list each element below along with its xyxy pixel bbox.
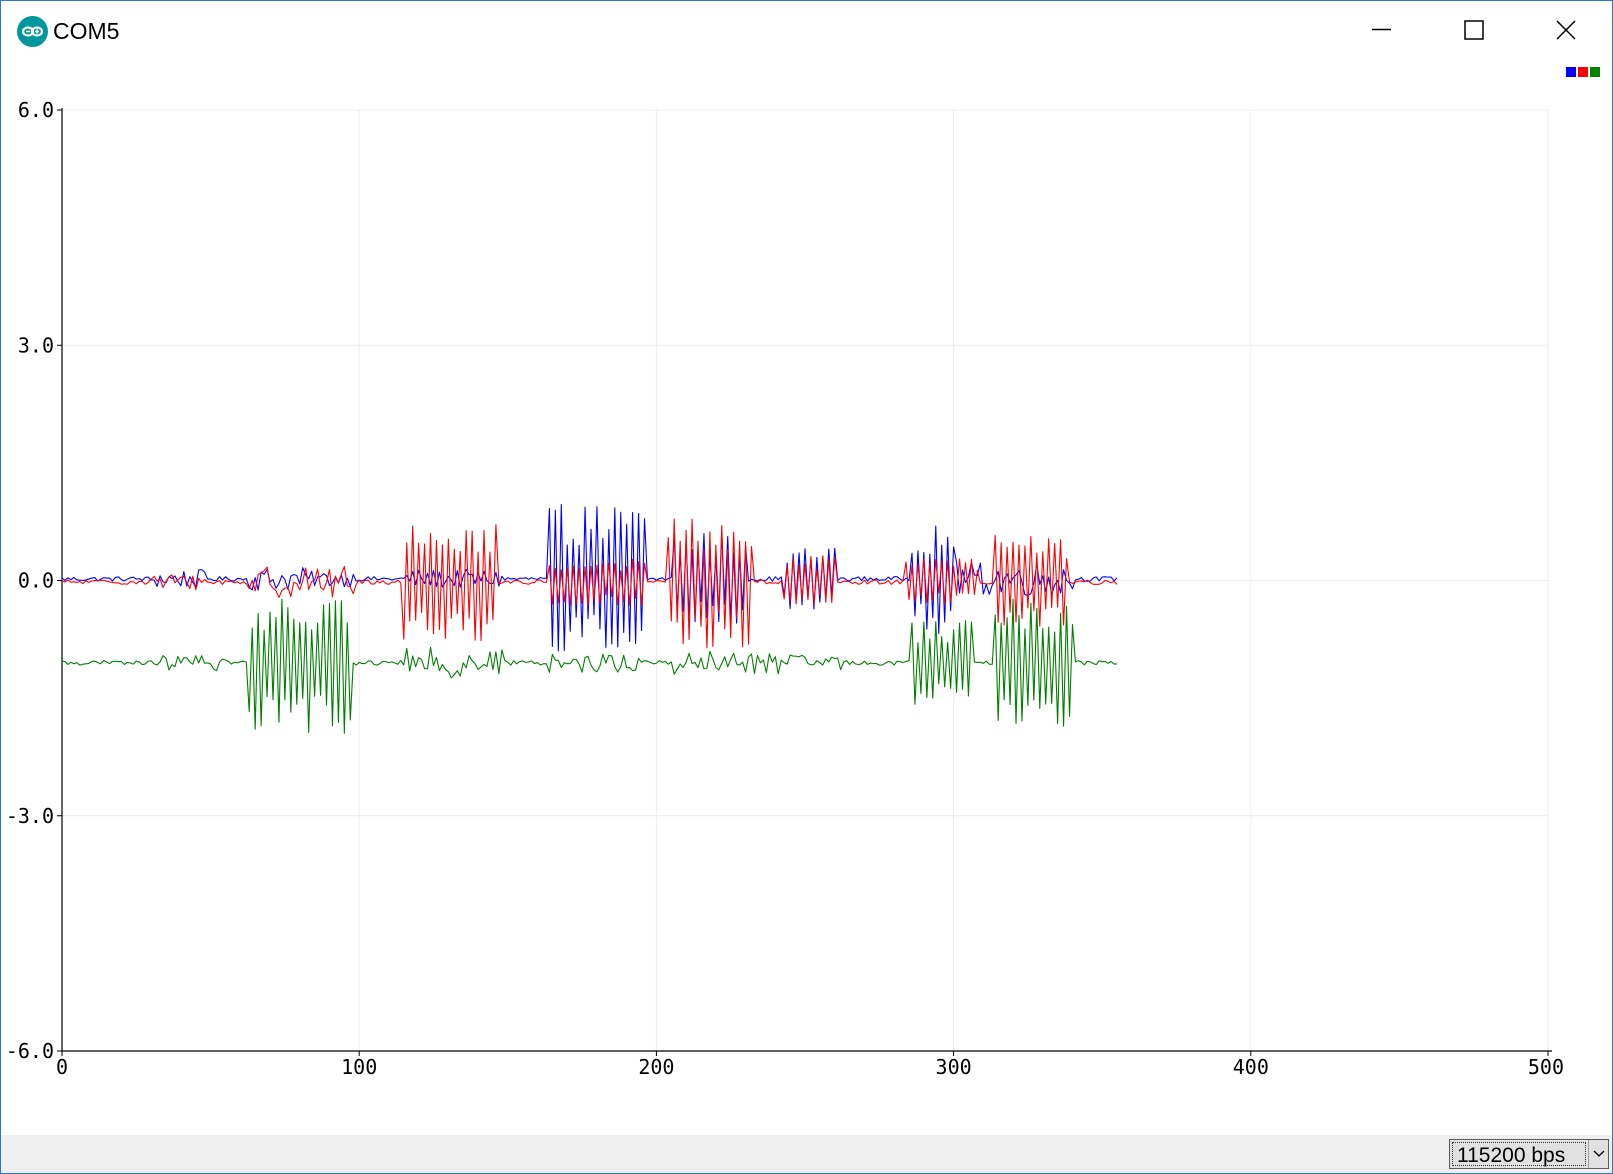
y-tick-label-0: 6.0	[18, 98, 54, 122]
window-title: COM5	[53, 18, 120, 44]
y-tick-label-2: 0.0	[18, 569, 54, 593]
y-axis-ticks: 6.0 3.0 0.0 -3.0 -6.0	[6, 98, 62, 1063]
baud-rate-dropdown-arrow[interactable]	[1588, 1140, 1608, 1168]
close-button[interactable]	[1520, 1, 1612, 59]
x-tick-label-4: 400	[1233, 1055, 1269, 1079]
baud-rate-value: 115200 bps	[1457, 1144, 1566, 1167]
plot-axes	[61, 108, 1552, 1052]
x-tick-label-0: 0	[56, 1055, 68, 1079]
x-tick-label-5: 500	[1528, 1055, 1564, 1079]
x-axis-ticks: 0 100 200 300 400 500	[56, 1051, 1564, 1079]
series-legend	[1566, 67, 1600, 77]
series-line-2	[61, 598, 1118, 734]
y-tick-label-1: 3.0	[18, 333, 54, 357]
x-tick-label-2: 200	[638, 1055, 674, 1079]
minimize-button[interactable]	[1336, 1, 1428, 59]
legend-swatch-1	[1578, 67, 1588, 77]
series-line-0	[61, 503, 1118, 652]
series-line-1	[61, 518, 1118, 649]
y-tick-label-4: -6.0	[6, 1039, 54, 1063]
close-icon	[1556, 20, 1576, 40]
baud-rate-focus-box: 115200 bps	[1452, 1142, 1586, 1167]
chevron-down-icon	[1593, 1150, 1605, 1157]
status-bar: 115200 bps	[1, 1135, 1612, 1173]
serial-plot: 6.0 3.0 0.0 -3.0 -6.0 0 100 200 300 400 500	[6, 67, 1600, 1079]
maximize-icon	[1464, 20, 1484, 40]
legend-swatch-2	[1590, 67, 1600, 77]
x-tick-label-3: 300	[936, 1055, 972, 1079]
y-tick-label-3: -3.0	[6, 804, 54, 828]
arduino-infinity-icon	[17, 16, 48, 47]
legend-swatch-0	[1566, 67, 1576, 77]
maximize-button[interactable]	[1428, 1, 1520, 59]
plot-series	[61, 503, 1118, 734]
minimize-icon	[1372, 28, 1391, 31]
x-tick-label-1: 100	[341, 1055, 377, 1079]
title-bar[interactable]: COM5	[1, 1, 1612, 59]
baud-rate-select[interactable]: 115200 bps	[1449, 1139, 1609, 1169]
